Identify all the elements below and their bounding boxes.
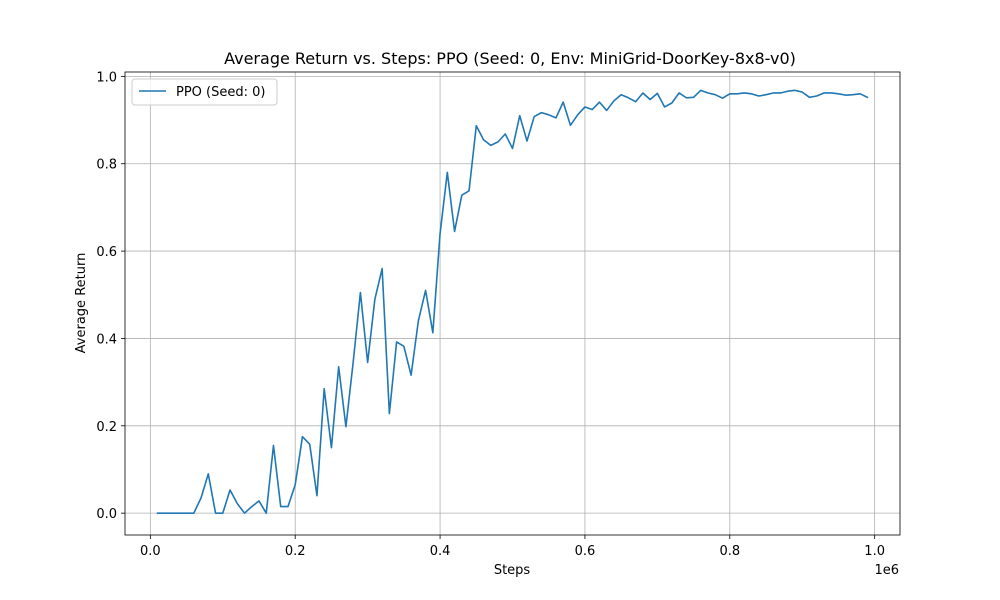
y-axis-label: Average Return [74,253,89,354]
y-tick-label: 0.4 [96,332,117,347]
y-tick-label: 0.0 [96,507,117,522]
chart-title: Average Return vs. Steps: PPO (Seed: 0, … [224,49,796,68]
x-axis-offset-label: 1e6 [874,563,899,578]
legend-label: PPO (Seed: 0) [176,85,265,100]
series-layer [156,89,869,514]
x-axis-ticks: 0.0 0.2 0.4 0.6 0.8 1.0 [140,535,885,559]
plot-frame [124,71,901,536]
x-axis-label: Steps [494,563,531,578]
y-tick-label: 0.6 [96,245,117,260]
x-tick-label: 0.4 [430,544,451,559]
x-tick-label: 0.6 [575,544,596,559]
legend-box [131,78,278,106]
x-tick-label: 0.0 [140,544,161,559]
x-tick-label: 1.0 [864,544,885,559]
y-axis-ticks: 0.0 0.2 0.4 0.6 0.8 1.0 [96,70,125,522]
y-tick-label: 0.8 [96,158,117,173]
legend: PPO (Seed: 0) [131,78,278,106]
x-tick-label: 0.2 [285,544,306,559]
y-tick-label: 0.2 [96,420,117,435]
series-line-ppo-seed-0 [156,89,869,514]
x-tick-label: 0.8 [719,544,740,559]
y-tick-label: 1.0 [96,70,117,85]
grid [125,72,900,535]
